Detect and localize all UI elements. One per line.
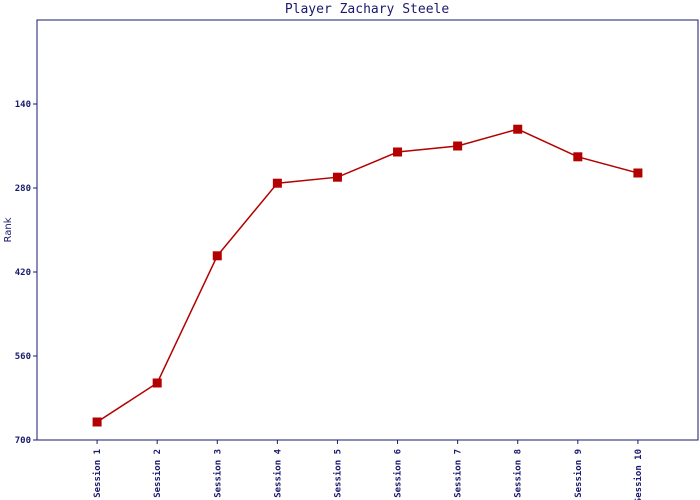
x-tick-label: Session 1: [92, 449, 103, 498]
point: [212, 251, 222, 261]
x-tick-label: Session 10: [633, 449, 644, 500]
x-tick-label: Session 8: [513, 449, 524, 498]
y-tick-label: 700: [15, 436, 31, 446]
point: [332, 172, 342, 182]
x-tick-label: Session 2: [152, 449, 163, 498]
line: [96, 128, 639, 423]
y-tick-label: 560: [15, 352, 31, 362]
x-tick-label: Session 7: [453, 449, 464, 498]
x-tick-label: Session 6: [393, 449, 404, 498]
x-tick-label: Session 5: [332, 449, 343, 498]
y-tick-label: 140: [15, 100, 31, 110]
x-tick-label: Session 3: [212, 449, 223, 498]
point: [513, 124, 523, 134]
x-tick-label: Session 9: [573, 449, 584, 498]
point: [393, 147, 403, 157]
plot-frame: [36, 19, 699, 441]
point: [573, 152, 583, 162]
point: [272, 178, 282, 188]
point: [92, 417, 102, 427]
chart-title: Player Zachary Steele: [285, 2, 450, 17]
y-axis-label: Rank: [3, 217, 14, 242]
y-tick-label: 420: [15, 268, 31, 278]
point: [453, 141, 463, 151]
point: [152, 378, 162, 388]
y-tick-label: 280: [15, 184, 31, 194]
x-tick-label: Session 4: [272, 448, 283, 497]
point: [633, 168, 643, 178]
